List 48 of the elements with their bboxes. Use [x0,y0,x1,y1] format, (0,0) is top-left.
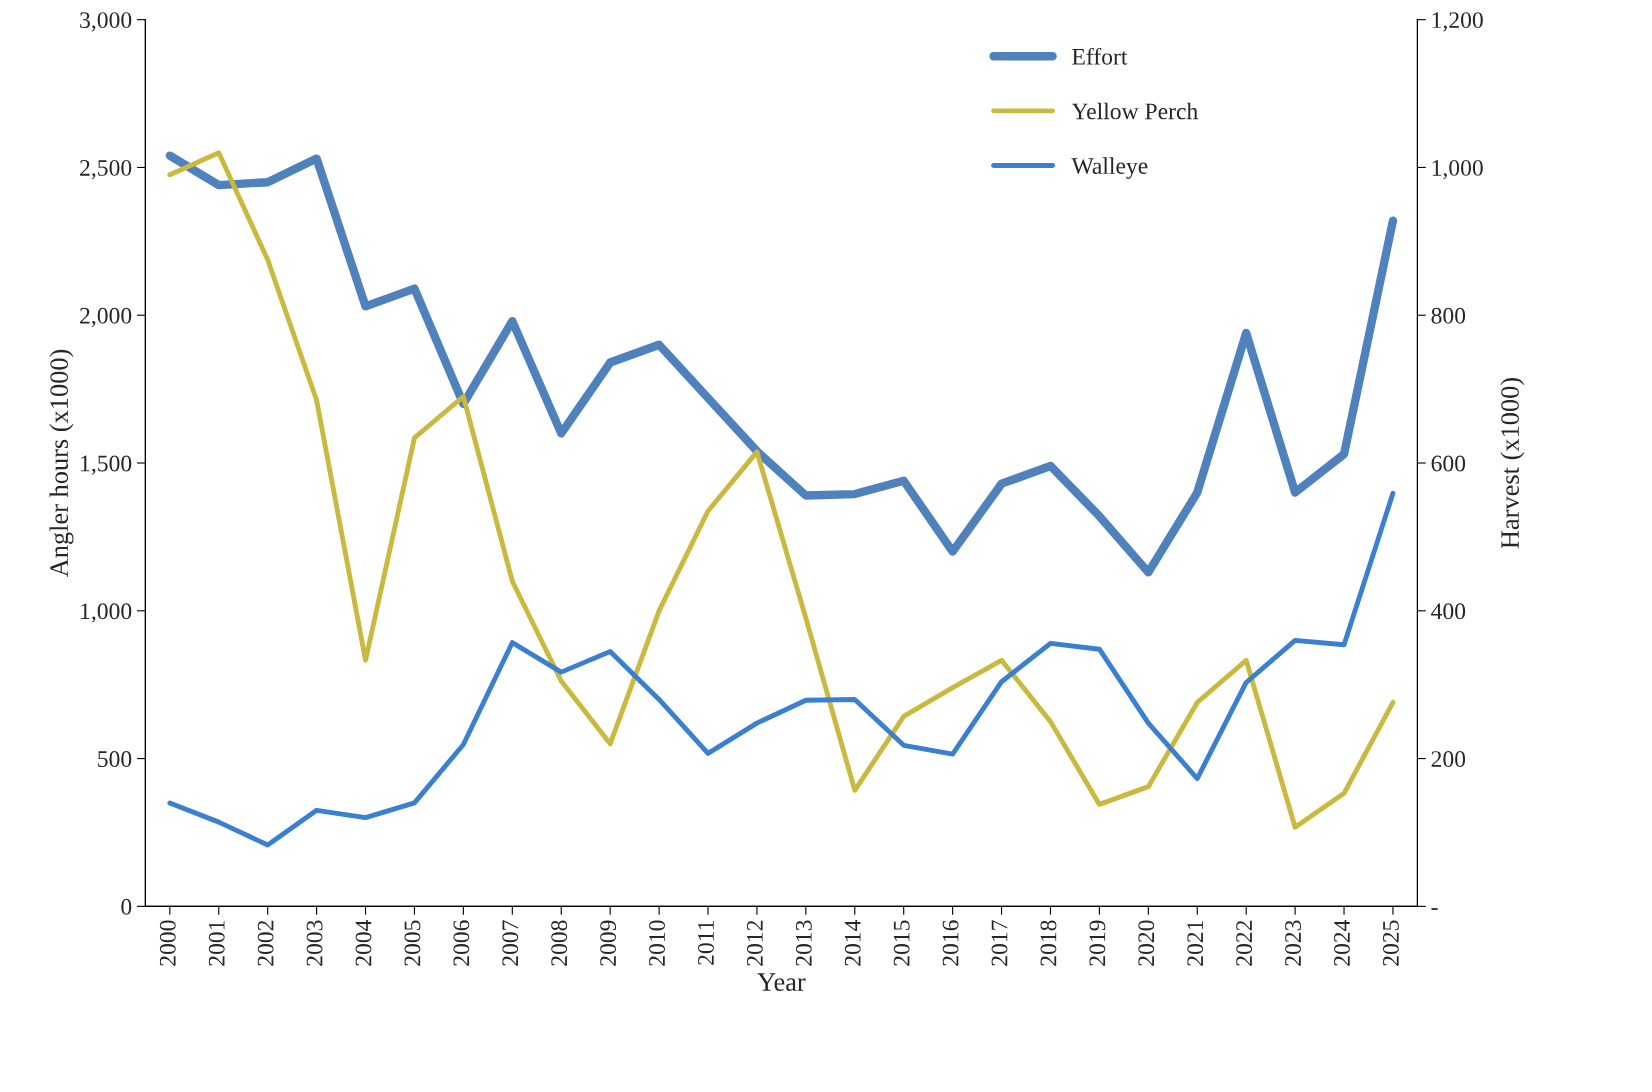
x-tick-label: 2013 [795,920,812,966]
y2-tick-label: 1,000 [1432,159,1483,180]
x-tick-label: 2012 [746,920,763,966]
y2-tick-label: 600 [1431,455,1466,472]
legend-label: Yellow Perch [1071,102,1198,120]
x-tick-label: 2025 [1382,920,1399,966]
x-tick-label: 2017 [991,920,1008,966]
x-tick-label: 2014 [844,919,861,966]
legend-label: Effort [1072,47,1128,65]
y2-axis-title: Harvest (x1000) [1500,378,1525,549]
y-axis-title: Angler hours (x1000) [49,349,74,578]
x-tick-label: 2016 [942,920,959,966]
x-tick-label: 2019 [1089,920,1106,966]
x-tick-label: 2022 [1236,920,1253,966]
x-tick-label: 2007 [502,920,519,966]
y-tick-label: 1,000 [81,603,132,623]
line-series [167,150,1396,830]
x-tick-label: 2015 [893,920,910,966]
x-tick-label: 2024 [1334,919,1350,966]
x-tick-label: 2002 [257,920,274,966]
x-tick-label: 2009 [600,920,617,966]
y-tick-label: 3,000 [80,12,132,32]
y-tick-label: 0 [121,898,132,915]
x-tick-label: 2020 [1138,920,1155,966]
x-tick-label: 2018 [1040,920,1057,966]
x-tick-label: 2000 [159,920,176,966]
y-tick-label: 2,500 [80,159,132,180]
x-tick-label: 2004 [355,919,372,966]
y2-tick-label: 800 [1431,307,1466,324]
x-tick-label: 2021 [1187,920,1204,966]
y-tick-label: 500 [98,751,132,767]
legend-label: Walleye [1071,157,1148,179]
x-tick-label: 2011 [697,920,714,965]
y-tick-label: 2,000 [80,307,132,328]
y2-tick-label: - [1431,908,1438,910]
x-tick-label: 2008 [551,920,568,966]
x-tick-label: 2005 [404,920,421,966]
y2-tick-label: 400 [1431,603,1466,620]
y2-tick-label: 1,200 [1432,12,1483,32]
x-tick-label: 2010 [649,920,665,966]
line-series [167,490,1396,848]
x-tick-label: 2003 [306,920,323,966]
x-tick-label: 2023 [1285,920,1302,966]
y2-tick-label: 200 [1431,751,1466,767]
x-axis-title: Year [757,973,806,991]
x-tick-label: 2001 [208,920,225,966]
y-tick-label: 1,500 [81,455,132,475]
x-tick-label: 2006 [453,920,470,966]
